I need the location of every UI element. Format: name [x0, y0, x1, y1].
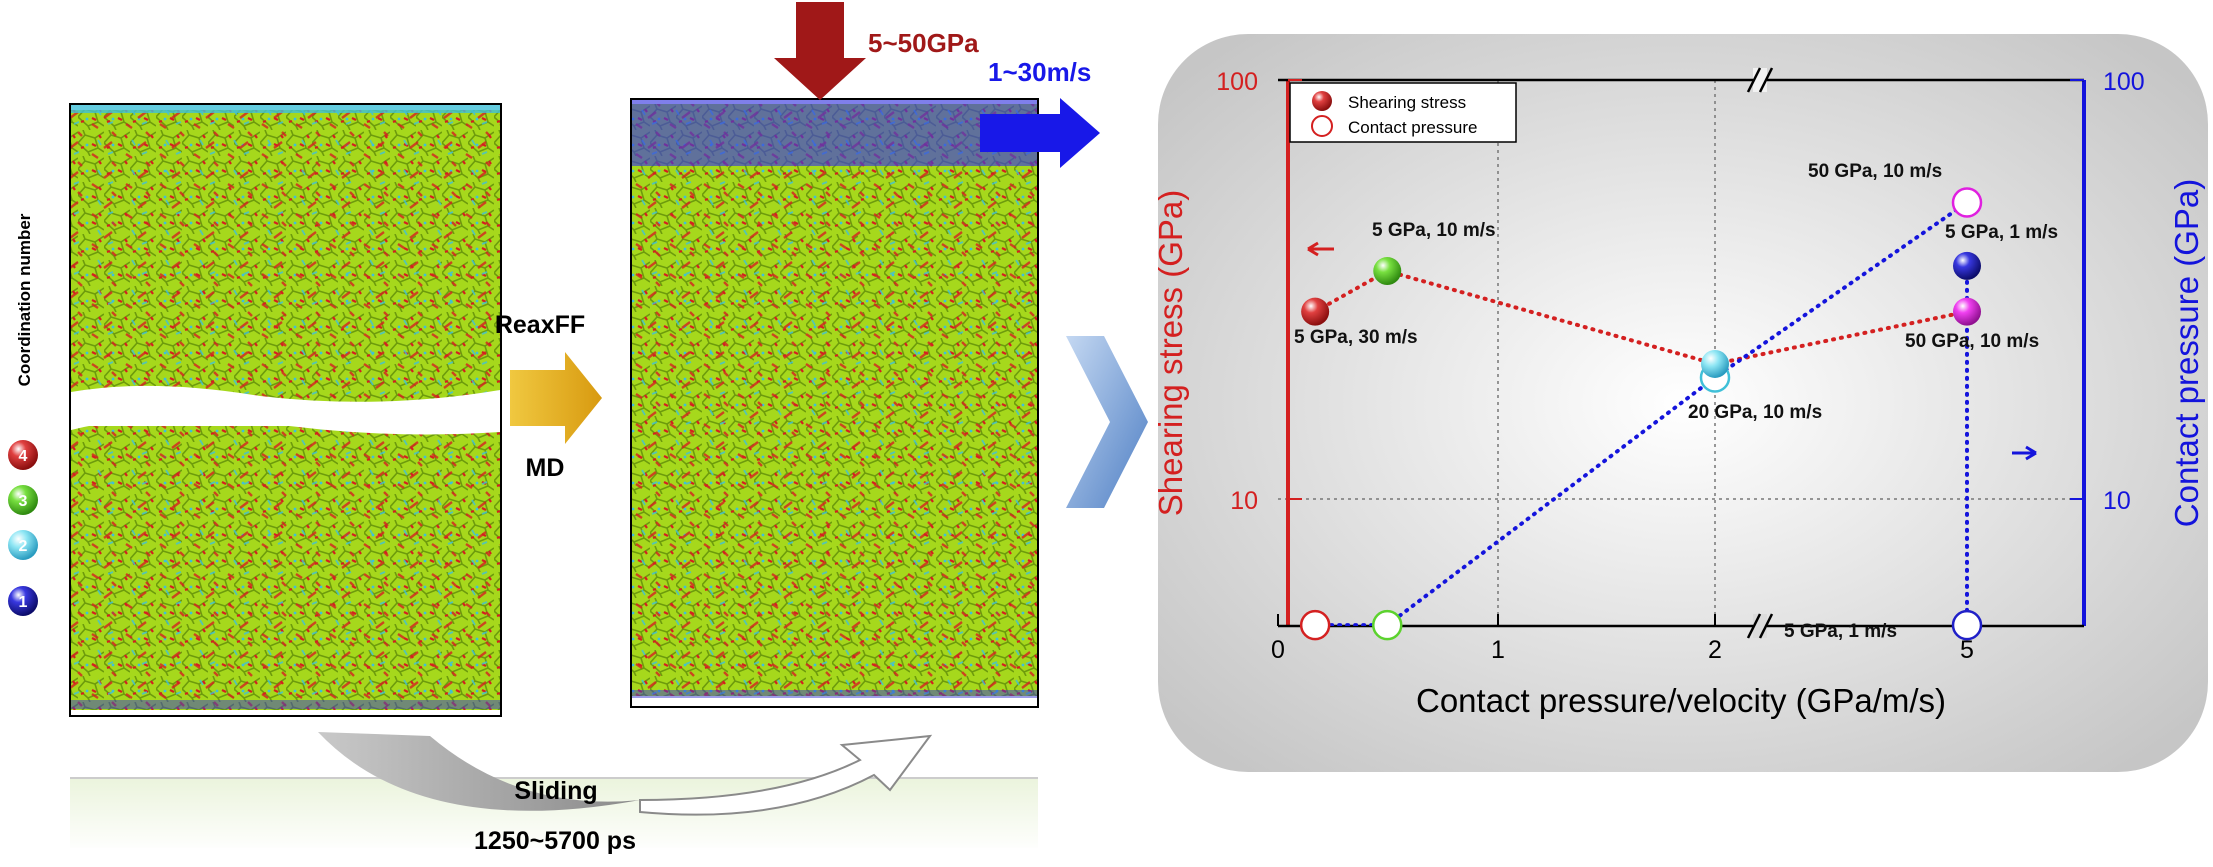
legend-marker-shearing: [1312, 91, 1332, 111]
y-left-label: Shearing stress (GPa): [1152, 190, 1189, 516]
annotation-5gpa-1ms-top: 5 GPa, 1 m/s: [1945, 222, 2058, 243]
sliding-arrow-left: [318, 732, 640, 811]
annotation-5gpa-10ms: 5 GPa, 10 m/s: [1372, 220, 1496, 241]
reaxff-label: ReaxFF: [495, 311, 585, 339]
annotation-50gpa-10ms-bottom: 50 GPa, 10 m/s: [1905, 331, 2039, 352]
annotation-5gpa-1ms-bottom: 5 GPa, 1 m/s: [1784, 621, 1897, 642]
shearing-stress-point-3: [1953, 297, 1981, 326]
x-axis-label: Contact pressure/velocity (GPa/m/s): [1416, 682, 1946, 719]
annotation-20gpa-10ms: 20 GPa, 10 m/s: [1688, 402, 1822, 423]
svg-text:3: 3: [19, 493, 28, 510]
sliding-label: Sliding: [514, 777, 597, 805]
load-arrow: 5~50GPa: [774, 2, 979, 100]
svg-text:1: 1: [19, 594, 28, 611]
legend-label-shearing: Shearing stress: [1348, 93, 1466, 112]
right-axis-indicator-arrow-icon: [2012, 445, 2037, 461]
chart-panel: 100 10 100 10 0 1 2 5 Contact pressure/v…: [1152, 34, 2208, 772]
rigid-top-layer: [632, 100, 1037, 166]
shearing-stress-point-2: [1701, 349, 1729, 378]
md-arrow: [510, 352, 602, 444]
annotation-5gpa-30ms: 5 GPa, 30 m/s: [1294, 327, 1418, 348]
x-tick-2: 2: [1708, 636, 1722, 664]
coordination-legend: Coordination number 4 3 2 1: [8, 213, 38, 616]
x-tick-1: 1: [1491, 636, 1505, 664]
shearing-stress-point-4: [1953, 251, 1981, 280]
sliding-indicator: Sliding 1250~5700 ps: [70, 732, 1038, 855]
coordination-marker-4: 4: [8, 440, 38, 470]
shearing-stress-line: [1313, 268, 1969, 367]
axis-break-top: [1746, 67, 1774, 93]
coordination-title: Coordination number: [15, 213, 34, 386]
shearing-stress-point-1: [1373, 257, 1402, 286]
shearing-stress-point-0: [1301, 297, 1330, 326]
interface-gap: [71, 385, 500, 435]
legend-label-contact: Contact pressure: [1348, 118, 1477, 137]
y-right-tick-100: 100: [2103, 68, 2145, 96]
coordination-marker-3: 3: [8, 485, 38, 515]
contact-pressure-point-0: [1299, 609, 1331, 641]
legend-marker-contact: [1311, 115, 1333, 137]
series-lines: [1313, 200, 1969, 626]
left-axis-indicator-arrow-icon: [1307, 241, 1334, 257]
loaded-structure: [630, 98, 1039, 708]
coordination-marker-2: 2: [8, 530, 38, 560]
svg-text:4: 4: [19, 448, 28, 465]
sliding-time-label: 1250~5700 ps: [474, 827, 636, 855]
velocity-arrow: 1~30m/s: [980, 57, 1100, 168]
contact-pressure-point-1: [1372, 609, 1403, 641]
initial-structure: [69, 103, 502, 717]
load-label: 5~50GPa: [868, 28, 979, 58]
sliding-arrow-right: [639, 734, 933, 816]
y-left-tick-100: 100: [1216, 68, 1258, 96]
x-tick-5: 5: [1960, 636, 1974, 664]
svg-text:2: 2: [19, 538, 28, 555]
annotation-50gpa-10ms-top: 50 GPa, 10 m/s: [1808, 161, 1942, 182]
y-left-tick-10: 10: [1230, 487, 1258, 515]
chevron-arrow-icon: [1066, 336, 1148, 508]
chart-legend: Shearing stress Contact pressure: [1289, 82, 1517, 143]
annotations: 5 GPa, 10 m/s 5 GPa, 30 m/s 20 GPa, 10 m…: [1294, 161, 2058, 642]
contact-pressure-point-3: [1951, 187, 1983, 218]
contact-pressure-point-4: [1951, 609, 1983, 641]
x-tick-0: 0: [1271, 636, 1285, 664]
velocity-label: 1~30m/s: [988, 57, 1091, 87]
y-right-tick-10: 10: [2103, 487, 2131, 515]
axis-break-bottom: [1746, 613, 1774, 639]
y-right-label: Contact pressure (GPa): [2168, 179, 2205, 527]
series-points: [1299, 187, 1983, 641]
reaxff-md-step: ReaxFF MD: [495, 311, 602, 482]
coordination-marker-1: 1: [8, 586, 38, 616]
md-label: MD: [526, 454, 565, 482]
